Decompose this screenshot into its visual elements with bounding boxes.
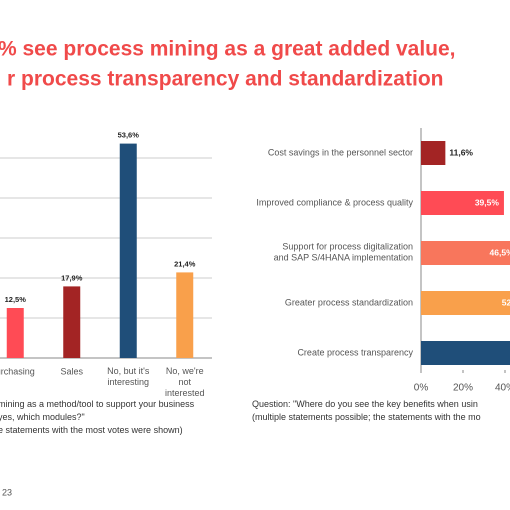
bar bbox=[6, 308, 24, 358]
bar bbox=[176, 272, 194, 358]
question-note: Question: "Where do you see the key bene… bbox=[252, 399, 481, 422]
question-note: mining as a method/tool to support your … bbox=[0, 399, 195, 435]
x-tick-label: No, but it's interesting bbox=[107, 366, 150, 387]
y-tick-label: Cost savings in the personnel sector bbox=[268, 147, 413, 157]
y-tick-label: Greater process standardization bbox=[285, 297, 413, 307]
page-number: 23 bbox=[2, 487, 12, 497]
title-line: % see process mining as a great added va… bbox=[0, 38, 456, 61]
bar bbox=[421, 191, 504, 215]
x-tick-label: Sales bbox=[60, 366, 83, 376]
title-line: r process transparency and standardizati… bbox=[7, 68, 443, 91]
value-label: 46,5% bbox=[490, 247, 510, 257]
bar bbox=[421, 341, 510, 365]
x-tick-label: 20% bbox=[453, 383, 473, 394]
value-label: 12,5% bbox=[5, 295, 27, 304]
bar bbox=[119, 143, 137, 358]
y-tick-label: Create process transparency bbox=[297, 347, 413, 357]
x-tick-label: 0% bbox=[414, 383, 429, 394]
value-label: 11,6% bbox=[449, 147, 473, 157]
y-tick-label: Improved compliance & process quality bbox=[256, 197, 413, 207]
bar bbox=[421, 291, 510, 315]
value-label: 17,9% bbox=[61, 273, 83, 282]
x-tick-label: urchasing bbox=[0, 366, 35, 376]
value-label: 53,6% bbox=[118, 131, 140, 140]
bar bbox=[421, 241, 510, 265]
x-tick-label: 40% bbox=[495, 383, 510, 394]
value-label: 39,5% bbox=[475, 197, 500, 207]
y-tick-label: Support for process digitalization and SA… bbox=[274, 242, 413, 263]
value-label: 52,3% bbox=[502, 297, 510, 307]
value-label: 21,4% bbox=[174, 259, 196, 268]
bar bbox=[421, 141, 446, 165]
x-tick-label: No, we're not interested bbox=[165, 366, 205, 398]
bar bbox=[63, 286, 81, 358]
